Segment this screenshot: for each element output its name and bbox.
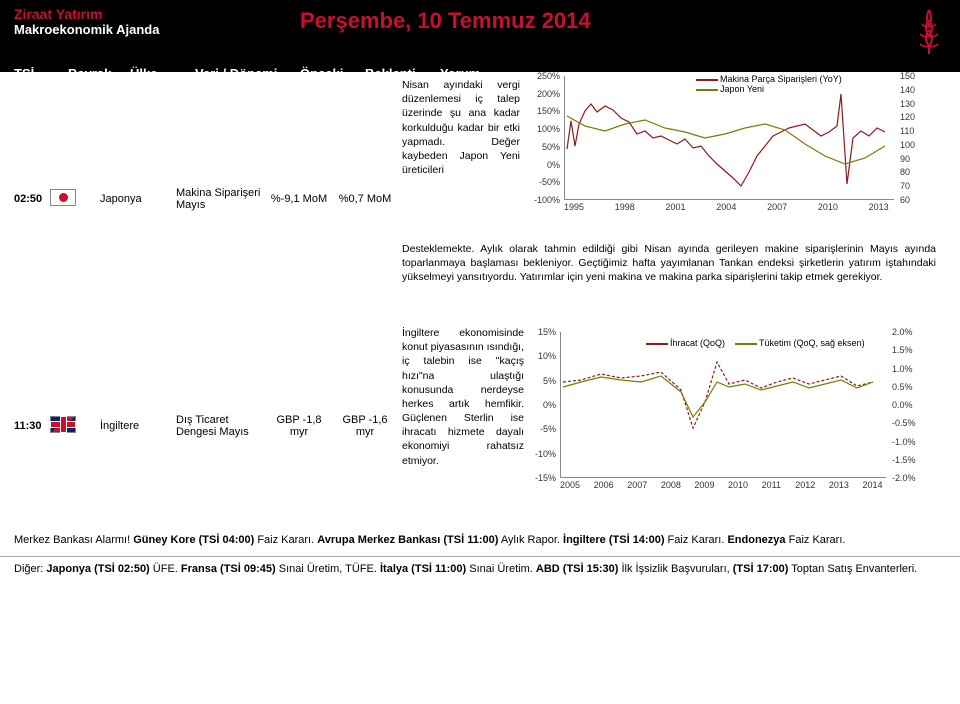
cell-country: Japonya — [100, 187, 176, 205]
japan-flag-icon — [50, 189, 76, 206]
chart-makina: Makina Parça Siparişleri (YoY) Japon Yen… — [526, 72, 940, 218]
chart1-plot — [564, 76, 894, 200]
cell-prev: GBP -1,8 myr — [266, 408, 332, 438]
series-makina — [567, 94, 885, 186]
other-notes: Diğer: Japonya (TSİ 02:50) ÜFE. Fransa (… — [0, 557, 960, 581]
header: Ziraat Yatırım Makroekonomik Ajanda Perş… — [0, 0, 960, 72]
cell-exp: GBP -1,6 myr — [332, 408, 398, 438]
col-veri: Veri / Dönemi — [195, 66, 277, 81]
brand-line2: Makroekonomik Ajanda — [14, 22, 159, 37]
comment-intro: Nisan ayındaki vergi düzenlemesi iç tale… — [402, 78, 520, 238]
col-tsi: TSİ — [14, 66, 34, 81]
cell-flag — [50, 183, 100, 209]
comment-follow: Desteklemekte. Aylık olarak tahmin edild… — [402, 238, 936, 285]
cell-comment: Nisan ayındaki vergi düzenlemesi iç tale… — [398, 72, 960, 320]
cell-time: 02:50 — [0, 187, 50, 205]
cell-veri: Makina Siparişeri Mayıs — [176, 181, 266, 211]
series-consumption — [563, 376, 873, 417]
page-title: Perşembe, 10 Temmuz 2014 — [300, 8, 591, 34]
chart2-plot — [560, 332, 886, 478]
other-text: Diğer: Japonya (TSİ 02:50) ÜFE. Fransa (… — [14, 563, 917, 575]
cell-flag — [50, 410, 100, 436]
col-onceki: Önceki — [300, 66, 343, 81]
chart2-svg — [561, 332, 887, 478]
cell-prev: %-9,1 MoM — [266, 187, 332, 205]
cell-exp: %0,7 MoM — [332, 187, 398, 205]
chart1-svg — [565, 76, 895, 200]
central-bank-alarm: Merkez Bankası Alarmı! Güney Kore (TSİ 0… — [0, 526, 960, 557]
uk-flag-icon — [50, 416, 76, 433]
comment-intro: İngiltere ekonomisinde konut piyasasının… — [402, 326, 524, 516]
col-bayrak: Bayrak — [68, 66, 111, 81]
data-row-uk: 11:30 İngiltere Dış Ticaret Dengesi Mayı… — [0, 320, 960, 526]
series-export — [563, 362, 873, 428]
cell-veri: Dış Ticaret Dengesi Mayıs — [176, 408, 266, 438]
col-ulke: Ülke — [130, 66, 157, 81]
cell-comment: İngiltere ekonomisinde konut piyasasının… — [398, 320, 960, 526]
wheat-icon — [912, 6, 946, 54]
cell-country: İngiltere — [100, 414, 176, 432]
alarm-text: Merkez Bankası Alarmı! Güney Kore (TSİ 0… — [14, 534, 845, 546]
chart-uk-trade: İhracat (QoQ) Tüketim (QoQ, sağ eksen) 1… — [526, 326, 940, 496]
brand: Ziraat Yatırım Makroekonomik Ajanda — [14, 6, 159, 37]
cell-time: 11:30 — [0, 414, 50, 432]
brand-line1: Ziraat Yatırım — [14, 6, 159, 22]
data-row-japan: 02:50 Japonya Makina Siparişeri Mayıs %-… — [0, 72, 960, 320]
